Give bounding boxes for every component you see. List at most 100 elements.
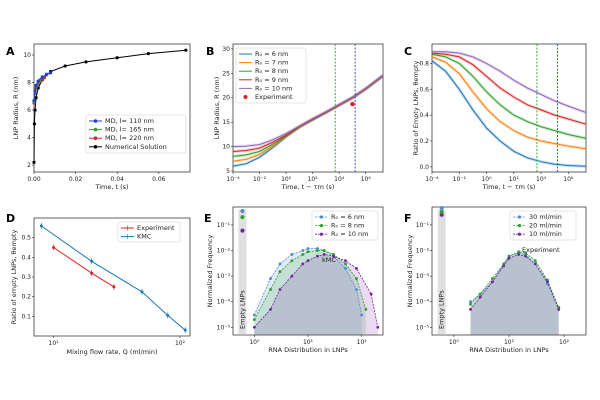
panel-e-series-line <box>253 248 363 316</box>
panel-e-legend-marker <box>319 232 324 236</box>
panel-e-series-point <box>322 253 326 256</box>
panel-a-ytick-label: 6 <box>27 107 31 114</box>
panel-e-ytick-label: 10⁻⁴ <box>217 299 231 306</box>
panel-f-series-line <box>470 252 560 310</box>
panel-e-legend-marker <box>319 224 324 228</box>
panel-a-xtick-label: 0.04 <box>111 176 125 183</box>
panel-e-series-point <box>316 254 319 258</box>
panel-d-series-point <box>39 224 43 228</box>
panel-a-legend-marker <box>93 119 98 123</box>
panel-e-series-point <box>376 325 380 329</box>
panel-b-frame <box>232 43 384 173</box>
panel-e-series-point <box>344 262 347 266</box>
panel-e-annotation-kmc: kMC <box>322 256 336 264</box>
panel-b-ylabel: LNP Radius, R (nm) <box>213 77 221 140</box>
panel-label-d: D <box>6 212 15 225</box>
panel-e-ylabel: Normalized Frequency <box>206 235 214 308</box>
panel-f-series-point <box>524 251 527 255</box>
panel-e-series-point <box>316 247 319 250</box>
panel-f-ytick-label: 10⁻⁵ <box>416 324 430 331</box>
panel-f-empty-bar <box>437 209 446 335</box>
panel-d-xtick-label: 10¹ <box>49 340 60 347</box>
panel-b-legend-label: R₀ = 10 nm <box>255 84 293 92</box>
panel-d-series-point <box>90 259 94 263</box>
panel-b-xtick-label: 10⁻² <box>253 176 267 183</box>
panel-b-ytick-label: 15 <box>222 119 230 126</box>
panel-b-ytick-label: 25 <box>222 70 230 77</box>
panel-f-series-point <box>517 253 521 256</box>
panel-f-series-point <box>478 295 482 299</box>
panel-e-series-area <box>254 250 366 335</box>
panel-b-ytick-label: 5 <box>226 168 230 175</box>
panel-a-ylabel: LNP Radius, R (nm) <box>12 77 20 140</box>
panel-a-series-point <box>32 160 36 164</box>
panel-f-legend-box <box>509 210 577 241</box>
panel-c-series-band <box>431 51 587 126</box>
panel-b-legend-label: Experiment <box>255 93 293 101</box>
panel-f-legend-label: 20 ml/min <box>529 222 562 230</box>
panel-a-series-point <box>115 56 119 60</box>
panel-f-empty-point <box>439 209 444 214</box>
panel-b-xlabel: Time, t − τm (s) <box>281 183 335 191</box>
panel-e-empty-point <box>240 228 245 233</box>
panel-f-series-point <box>507 254 511 258</box>
panel-f-legend-marker <box>517 232 522 236</box>
panel-a-series-point <box>32 98 36 103</box>
panel-e-series-point <box>355 266 358 270</box>
panel-f-legend-label: 10 ml/min <box>529 230 562 238</box>
panel-d-series-point <box>52 246 56 249</box>
panel-c-xtick-label: 10⁶ <box>563 176 574 183</box>
panel-a-series-point <box>32 122 37 126</box>
panel-e-series-point <box>252 313 256 317</box>
panel-e-xlabel: RNA Distribution in LNPs <box>268 346 348 354</box>
panel-f-legend-marker <box>517 224 522 228</box>
panel-f-series-point <box>469 300 472 304</box>
panel-e-series-point <box>290 259 294 263</box>
panel-e-series-point <box>355 288 358 291</box>
panel-f-ytick-label: 10⁻¹ <box>416 222 430 229</box>
panel-e-empty-point <box>240 215 245 220</box>
panel-e-series-point <box>306 250 310 254</box>
panel-f-series-point <box>517 250 521 254</box>
panel-a-xtick-label: 0.02 <box>69 176 83 183</box>
panel-f-series-point <box>502 264 506 268</box>
panel-f-series-point <box>491 277 494 280</box>
panel-a-xtick-label: 0.06 <box>152 176 166 183</box>
panel-f-ytick-label: 10⁻⁴ <box>416 299 430 306</box>
panel-e-series-point <box>306 259 310 263</box>
panel-d-legend-label: Experiment <box>137 224 175 232</box>
panel-e-series-point <box>344 259 347 263</box>
panel-label-e: E <box>204 212 212 225</box>
panel-f-series-point <box>557 308 561 311</box>
panel-b-legend-marker <box>243 95 248 99</box>
panel-f-annotation-experiment: Experiment <box>522 246 560 254</box>
panel-e-series-point <box>306 247 310 250</box>
panel-b-ytick-label: 10 <box>222 144 230 151</box>
panel-f-xtick-label: 10¹ <box>504 339 515 346</box>
panel-d-series-line <box>53 247 115 288</box>
panel-e-legend-label: R₀ = 8 nm <box>331 222 364 230</box>
panel-a-legend-label: MD, l= 220 nm <box>105 134 154 142</box>
panel-b-legend-label: R₀ = 7 nm <box>255 59 288 67</box>
panel-e-ytick-label: 10⁻² <box>217 247 231 254</box>
panel-f-xtick-label: 10⁰ <box>449 339 460 346</box>
panel-c-ytick-label: 0.0 <box>419 164 429 171</box>
panel-a-legend-label: MD, l= 110 nm <box>105 117 154 125</box>
panel-a-series-point <box>33 89 37 93</box>
panel-f-ytick-label: 10⁻² <box>416 247 430 254</box>
panel-c-series-line <box>431 52 587 125</box>
panel-e-series-point <box>332 254 335 258</box>
panel-e-ytick-label: 10⁻¹ <box>217 222 231 229</box>
panel-f-series-point <box>524 254 527 258</box>
panel-c-xlabel: Time, t − τm (s) <box>482 183 536 191</box>
panel-e-legend-marker <box>319 215 324 219</box>
panel-c-ytick-label: 0.6 <box>419 86 429 93</box>
panel-f-legend-label: 30 ml/min <box>529 213 562 221</box>
panel-f-annotation-empty: Empty LNPs <box>438 290 446 329</box>
panel-d-series-point <box>183 328 187 332</box>
panel-a-ytick-label: 2 <box>27 162 31 169</box>
panel-a-series-point <box>84 60 88 64</box>
panel-c-frame <box>431 43 587 173</box>
panel-a-ytick-label: 4 <box>27 135 31 142</box>
